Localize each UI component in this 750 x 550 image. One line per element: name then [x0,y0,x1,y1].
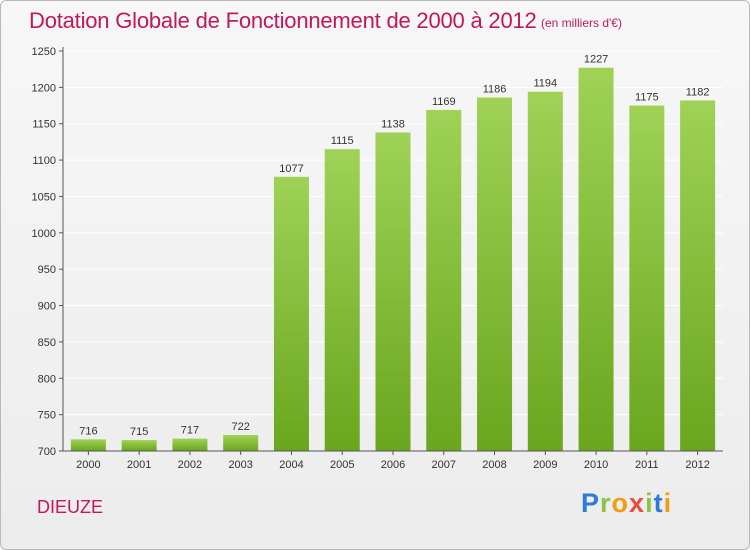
value-label-2000: 716 [79,425,97,437]
proxiti-logo: Proxiti [581,488,672,519]
x-tick-label-2010: 2010 [584,459,608,471]
y-tick-label: 800 [38,373,56,385]
bar-2010 [578,67,614,452]
bar-2009 [527,91,563,452]
bar-2008 [477,97,513,451]
bar-2002 [172,438,208,451]
y-tick-label: 850 [38,337,56,349]
chart-title: Dotation Globale de Fonctionnement de 20… [29,8,537,33]
value-label-2008: 1186 [483,84,507,96]
brand-letter: x [629,488,646,518]
x-tick-label-2007: 2007 [432,459,456,471]
bars: 716 715 717 722 1077 1115 1138 1169 1186 1194 1227… [70,54,716,452]
brand-letter: o [611,488,630,518]
x-tick-label-2003: 2003 [228,459,252,471]
x-tick-label-2001: 2001 [127,459,151,471]
value-label-2002: 717 [181,425,199,437]
brand-letter: t [653,488,664,518]
y-tick-label: 750 [38,410,56,422]
commune-name: DIEUZE [37,497,104,517]
x-tick-label-2012: 2012 [685,459,709,471]
bar-2003 [223,435,259,451]
value-label-2001: 715 [130,426,148,438]
y-tick-label: 1150 [32,119,56,131]
x-tick-label-2004: 2004 [279,459,303,471]
axes: 700 750 800 850 900 950 1000 1050 1100 1150 1200 12… [32,46,723,471]
x-tick-label-2000: 2000 [76,459,100,471]
bar-2007 [426,109,462,451]
bar-2012 [680,100,716,452]
value-label-2006: 1138 [381,118,405,130]
bar-2006 [375,132,411,452]
value-label-2011: 1175 [635,92,659,104]
y-tick-label: 1100 [32,155,56,167]
bar-2000 [70,439,106,451]
x-tick-label-2008: 2008 [482,459,506,471]
bar-2011 [629,105,665,451]
x-tick-label-2011: 2011 [635,459,659,471]
x-tick-label-2002: 2002 [178,459,202,471]
bar-2005 [324,149,360,451]
value-label-2003: 722 [232,421,250,433]
y-tick-label: 1250 [32,46,56,58]
chart-unit: (en milliers d'€) [541,16,622,30]
y-tick-label: 700 [38,446,56,458]
value-label-2004: 1077 [279,163,303,175]
bar-2004 [273,176,309,451]
x-tick-label-2006: 2006 [381,459,405,471]
x-tick-label-2005: 2005 [330,459,354,471]
brand-letter: i [645,488,654,518]
y-tick-label: 950 [38,264,56,276]
x-tick-label-2009: 2009 [533,459,557,471]
value-label-2012: 1182 [686,86,710,98]
brand-letter: P [581,488,601,518]
value-label-2010: 1227 [584,54,608,66]
y-tick-label: 1200 [32,82,56,94]
y-tick-label: 900 [38,301,56,313]
brand-letter: i [663,488,673,518]
y-tick-label: 1050 [32,191,56,203]
value-label-2005: 1115 [331,135,354,147]
bar-2001 [121,440,157,451]
value-label-2009: 1194 [533,78,557,90]
y-tick-label: 1000 [32,228,56,240]
value-label-2007: 1169 [432,96,456,108]
brand-letter: r [600,488,612,518]
